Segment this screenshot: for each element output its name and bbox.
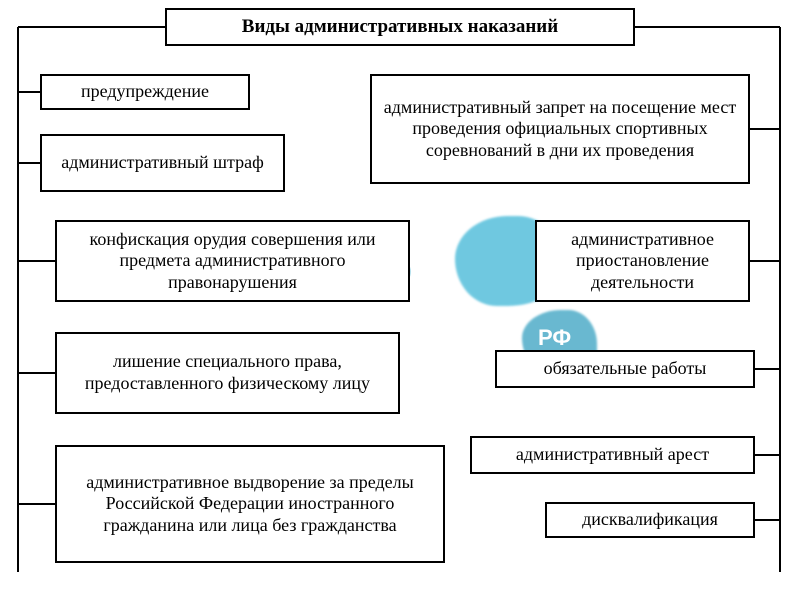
node-label: административный арест: [516, 444, 709, 466]
node-compulsory-works: обязательные работы: [495, 350, 755, 388]
node-label: дисквалификация: [582, 509, 718, 531]
node-label: предупреждение: [81, 81, 209, 103]
node-expulsion: административное выдворение за пределы Р…: [55, 445, 445, 563]
node-label: обязательные работы: [544, 358, 707, 380]
node-deprivation: лишение специального права, предоставлен…: [55, 332, 400, 414]
node-warning: предупреждение: [40, 74, 250, 110]
node-label: административное выдворение за пределы Р…: [65, 472, 435, 537]
node-label: лишение специального права, предоставлен…: [65, 351, 390, 394]
title-text: Виды административных наказаний: [242, 16, 558, 39]
node-label: конфискация орудия совершения или предме…: [65, 229, 400, 294]
node-confiscation: конфискация орудия совершения или предме…: [55, 220, 410, 302]
node-label: административный штраф: [61, 152, 264, 174]
node-disqualification: дисквалификация: [545, 502, 755, 538]
node-arrest: административный арест: [470, 436, 755, 474]
diagram-title: Виды административных наказаний: [165, 8, 635, 46]
node-fine: административный штраф: [40, 134, 285, 192]
watermark-badge: РФ: [538, 325, 571, 351]
node-sports-ban: административный запрет на посещение мес…: [370, 74, 750, 184]
node-label: административное приостановление деятель…: [545, 229, 740, 294]
node-label: административный запрет на посещение мес…: [380, 97, 740, 162]
node-suspension: административное приостановление деятель…: [535, 220, 750, 302]
